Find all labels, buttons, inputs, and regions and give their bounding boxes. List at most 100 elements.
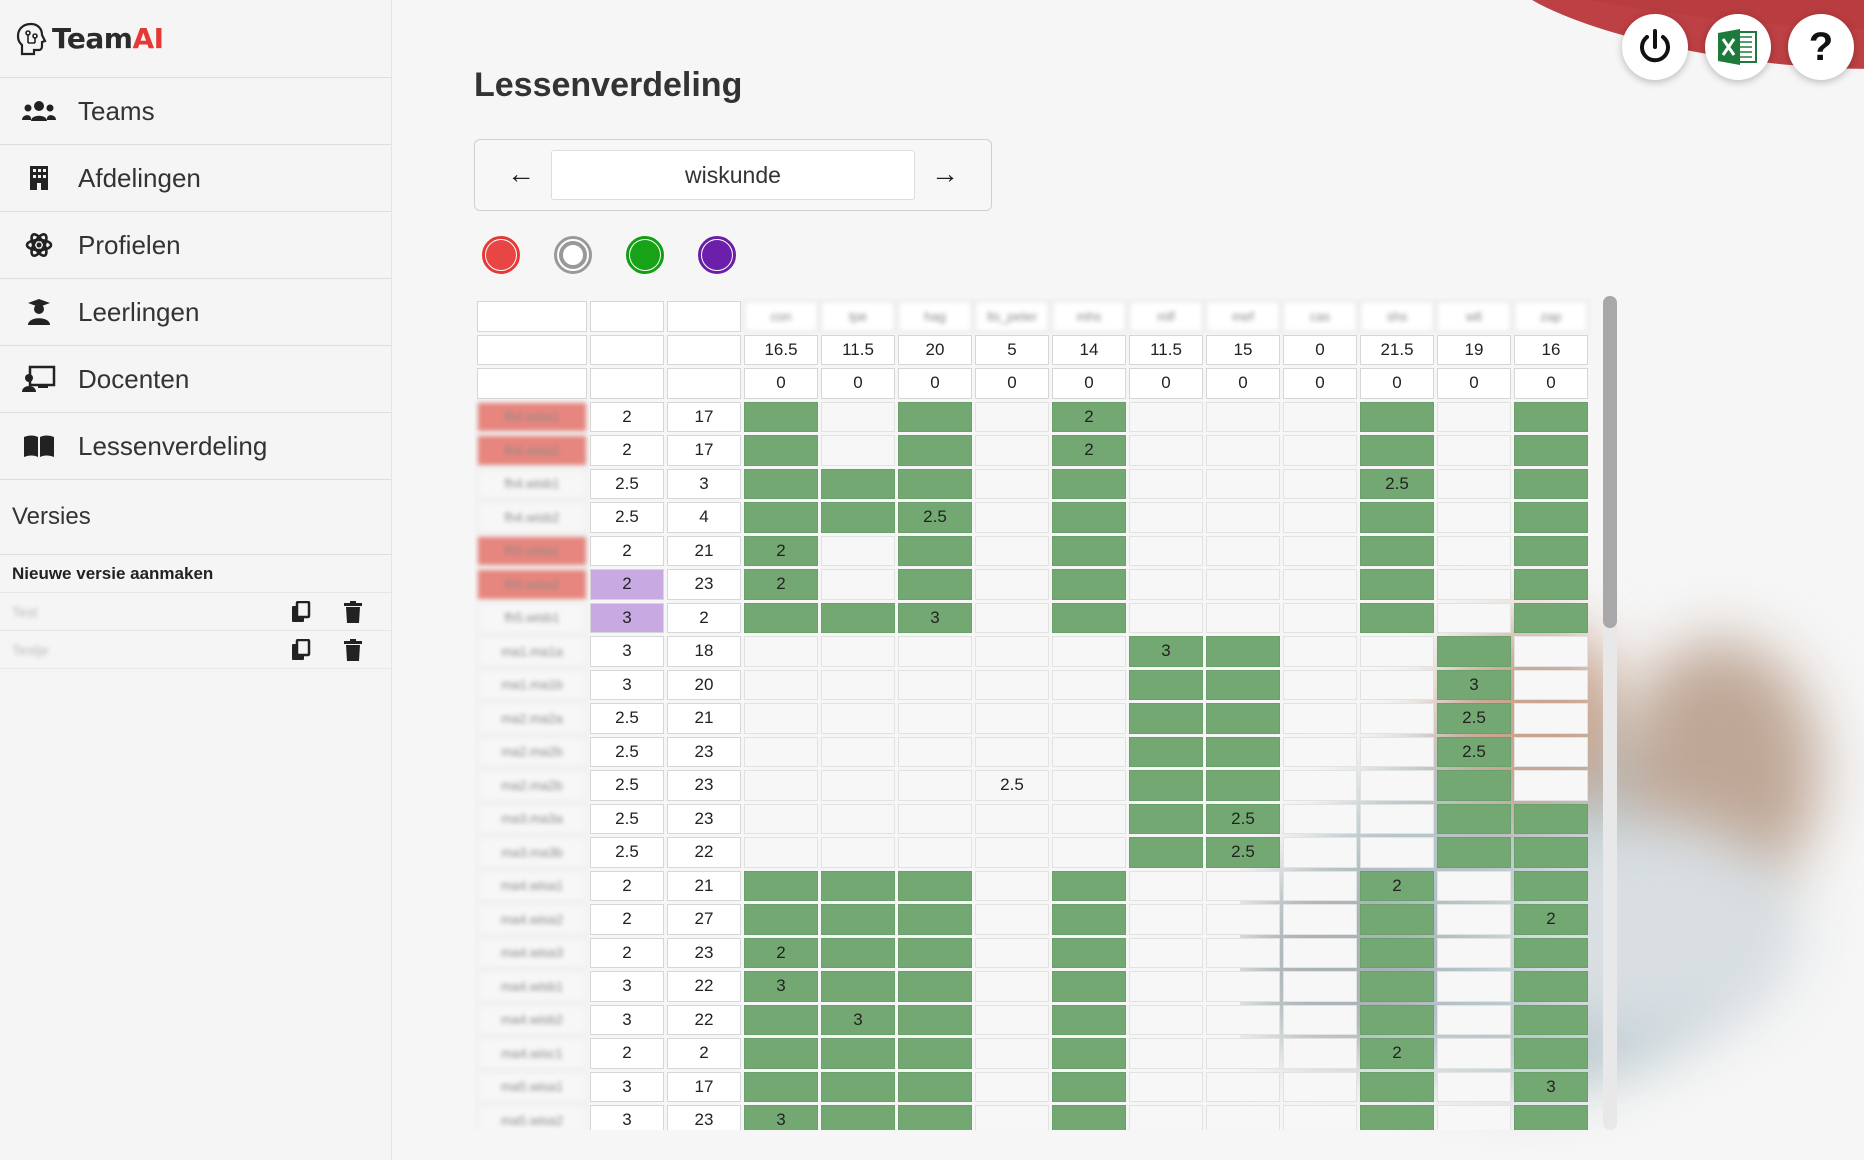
assignment-cell[interactable] (821, 971, 895, 1002)
assignment-cell[interactable] (1052, 1071, 1126, 1102)
assignment-cell[interactable] (898, 636, 972, 667)
assignment-cell[interactable] (1437, 1004, 1511, 1035)
assignment-cell[interactable] (898, 971, 972, 1002)
assignment-cell[interactable] (898, 736, 972, 767)
assignment-cell[interactable]: 3 (1129, 636, 1203, 667)
assignment-cell[interactable]: 2 (744, 937, 818, 968)
assignment-cell[interactable] (1360, 770, 1434, 801)
grid-scrollbar[interactable] (1603, 296, 1617, 1130)
assignment-cell[interactable] (1283, 435, 1357, 466)
assignment-cell[interactable] (1052, 569, 1126, 600)
assignment-cell[interactable] (1206, 401, 1280, 432)
assignment-cell[interactable] (1283, 502, 1357, 533)
assignment-cell[interactable]: 2.5 (975, 770, 1049, 801)
filter-green[interactable] (626, 236, 664, 274)
help-button[interactable]: ? (1788, 14, 1854, 80)
assignment-cell[interactable]: 2 (744, 535, 818, 566)
filter-purple[interactable] (698, 236, 736, 274)
assignment-cell[interactable] (1283, 535, 1357, 566)
assignment-cell[interactable] (1129, 703, 1203, 734)
assignment-cell[interactable] (1283, 937, 1357, 968)
class-hours[interactable]: 2.5 (590, 703, 664, 734)
assignment-cell[interactable] (898, 535, 972, 566)
nav-item-teams[interactable]: Teams (0, 78, 391, 145)
assignment-cell[interactable] (1283, 602, 1357, 633)
assignment-cell[interactable]: 3 (744, 1105, 818, 1130)
copy-icon[interactable] (288, 599, 314, 625)
prev-subject-button[interactable]: ← (507, 158, 535, 189)
class-hours[interactable]: 2.5 (590, 837, 664, 868)
teacher-code[interactable]: wtl (1437, 301, 1511, 332)
assignment-cell[interactable]: 3 (744, 971, 818, 1002)
assignment-cell[interactable] (821, 636, 895, 667)
teacher-code[interactable]: mef (1206, 301, 1280, 332)
nav-item-leerlingen[interactable]: Leerlingen (0, 279, 391, 346)
assignment-cell[interactable]: 3 (1514, 1071, 1588, 1102)
assignment-cell[interactable] (1206, 1038, 1280, 1069)
assignment-cell[interactable] (1052, 502, 1126, 533)
assignment-cell[interactable] (744, 401, 818, 432)
assignment-cell[interactable] (1437, 937, 1511, 968)
assignment-cell[interactable] (1129, 1071, 1203, 1102)
assignment-cell[interactable]: 2.5 (1437, 736, 1511, 767)
assignment-cell[interactable] (1283, 803, 1357, 834)
assignment-cell[interactable] (1129, 971, 1203, 1002)
assignment-cell[interactable] (1437, 401, 1511, 432)
assignment-cell[interactable] (821, 669, 895, 700)
assignment-cell[interactable]: 2.5 (898, 502, 972, 533)
assignment-cell[interactable] (898, 1071, 972, 1102)
teacher-code[interactable]: shs (1360, 301, 1434, 332)
class-hours[interactable]: 3 (590, 1105, 664, 1130)
scrollbar-thumb[interactable] (1603, 296, 1617, 628)
assignment-cell[interactable] (1514, 636, 1588, 667)
assignment-cell[interactable] (975, 569, 1049, 600)
assignment-cell[interactable] (744, 803, 818, 834)
assignment-cell[interactable] (1360, 971, 1434, 1002)
assignment-cell[interactable] (1206, 602, 1280, 633)
assignment-cell[interactable] (1206, 468, 1280, 499)
teacher-code[interactable]: lts_peter (975, 301, 1049, 332)
assignment-cell[interactable] (898, 435, 972, 466)
assignment-cell[interactable] (744, 870, 818, 901)
assignment-cell[interactable] (1052, 971, 1126, 1002)
assignment-cell[interactable] (1514, 837, 1588, 868)
class-hours[interactable]: 3 (590, 971, 664, 1002)
subject-value[interactable]: wiskunde (551, 150, 915, 200)
assignment-cell[interactable] (1360, 1004, 1434, 1035)
assignment-cell[interactable] (898, 669, 972, 700)
assignment-cell[interactable] (1360, 803, 1434, 834)
assignment-cell[interactable] (898, 569, 972, 600)
assignment-cell[interactable] (821, 468, 895, 499)
assignment-cell[interactable]: 3 (821, 1004, 895, 1035)
assignment-cell[interactable] (975, 636, 1049, 667)
next-subject-button[interactable]: → (931, 158, 959, 189)
assignment-cell[interactable] (1437, 904, 1511, 935)
assignment-cell[interactable] (1283, 1038, 1357, 1069)
assignment-cell[interactable] (744, 837, 818, 868)
assignment-cell[interactable] (1360, 502, 1434, 533)
assignment-cell[interactable] (821, 736, 895, 767)
assignment-cell[interactable] (898, 1105, 972, 1130)
assignment-cell[interactable] (1206, 736, 1280, 767)
assignment-cell[interactable] (1437, 468, 1511, 499)
assignment-cell[interactable] (898, 803, 972, 834)
assignment-cell[interactable] (821, 937, 895, 968)
assignment-cell[interactable] (1052, 736, 1126, 767)
teacher-code[interactable]: cas (1283, 301, 1357, 332)
assignment-cell[interactable] (975, 1004, 1049, 1035)
assignment-cell[interactable] (1052, 870, 1126, 901)
assignment-cell[interactable] (1514, 669, 1588, 700)
assignment-cell[interactable] (1129, 837, 1203, 868)
assignment-cell[interactable] (744, 1038, 818, 1069)
assignment-cell[interactable] (1206, 1004, 1280, 1035)
assignment-cell[interactable] (821, 870, 895, 901)
assignment-cell[interactable] (975, 502, 1049, 533)
assignment-cell[interactable] (1206, 870, 1280, 901)
assignment-cell[interactable] (1129, 569, 1203, 600)
class-hours[interactable]: 3 (590, 602, 664, 633)
copy-icon[interactable] (288, 637, 314, 663)
nav-item-afdelingen[interactable]: Afdelingen (0, 145, 391, 212)
assignment-cell[interactable] (1129, 401, 1203, 432)
assignment-cell[interactable] (975, 1038, 1049, 1069)
assignment-cell[interactable] (1360, 435, 1434, 466)
